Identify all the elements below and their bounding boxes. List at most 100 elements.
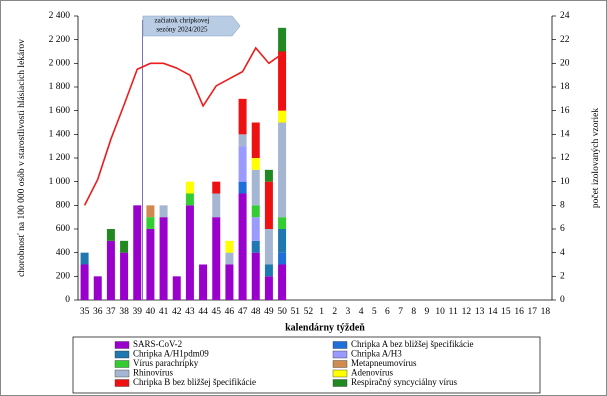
bar-segment [251,240,260,253]
bar-segment [264,264,273,277]
x-tick-label: 13 [475,307,485,317]
legend-label: Metapneumovírus [351,358,417,368]
bar-segment [185,193,194,206]
x-tick-label: 9 [425,307,430,317]
legend-label: Chripka A/H1pdm09 [133,349,209,359]
annotation-box [142,15,241,37]
x-tick-label: 6 [385,307,390,317]
bar-segment [264,229,273,265]
bar-segment [106,240,115,300]
y-tick-label: 1 200 [49,153,71,163]
y2-tick-label: 20 [560,59,570,69]
bar-segment [264,276,273,300]
bar-segment [278,264,287,300]
legend-swatch [114,360,130,368]
bar-segment [278,252,287,265]
bar-segment [264,169,273,182]
bar-segment [159,205,168,218]
x-tick-label: 51 [291,307,301,317]
y2-tick-label: 14 [560,130,570,140]
x-tick-label: 5 [372,307,377,317]
y2-tick-label: 10 [560,177,570,187]
x-tick-label: 17 [528,307,538,317]
bar-segment [212,181,221,194]
legend-label: Respiračný syncyciálny vírus [351,377,457,387]
bar-segment [278,229,287,253]
y2-tick-label: 24 [560,11,570,21]
bar-segment [278,122,287,218]
x-tick-label: 15 [501,307,511,317]
x-tick-label: 43 [185,307,195,317]
legend-label: Chripka A bez bližšej špecifikácie [351,339,473,349]
x-tick-label: 52 [304,307,314,317]
x-axis-title: kalendárny týždeň [285,322,365,333]
legend-swatch [332,341,348,349]
bar-segment [133,205,142,300]
x-tick-label: 45 [212,307,222,317]
x-tick-label: 49 [264,307,274,317]
bar-segment [185,205,194,300]
bar-segment [278,217,287,229]
x-tick-label: 50 [277,307,287,317]
x-tick-label: 46 [225,307,235,317]
legend-label: SARS-CoV-2 [133,339,182,349]
x-tick-label: 44 [198,307,208,317]
bar-segment [225,264,234,300]
x-tick-label: 40 [146,307,156,317]
y2-tick-label: 4 [560,248,565,258]
legend-swatch [332,360,348,368]
bar-segment [172,276,181,300]
bar-segment [251,158,260,170]
legend-swatch [114,369,130,378]
legend-box [72,336,541,394]
x-tick-label: 36 [93,307,103,317]
y-axis-title: chorobnosť na 100 000 osôb v starostlivo… [16,39,27,277]
bar-segment [80,264,89,300]
y-tick-label: 1 400 [49,130,71,140]
x-tick-label: 37 [106,307,116,317]
legend-swatch [114,379,130,387]
legend-swatch [332,379,348,387]
bar-segment [212,193,221,218]
bar-segment [251,122,260,158]
x-tick-label: 12 [462,307,472,317]
bar-segment [212,217,221,300]
bar-segment [238,193,247,300]
legend-swatch [332,369,348,378]
x-tick-label: 48 [251,307,261,317]
y-tick-label: 600 [56,224,71,234]
x-tick-label: 35 [80,307,90,317]
bar-segment [80,252,89,265]
bar-segment [93,276,102,300]
x-tick-label: 2 [332,307,337,317]
bar-segment [106,229,115,241]
y-tick-label: 1 000 [49,177,71,187]
x-tick-label: 38 [119,307,129,317]
legend-swatch [114,341,130,349]
legend-swatch [114,350,130,359]
bar-segment [120,252,129,300]
bar-segment [278,51,287,111]
x-tick-label: 3 [346,307,351,317]
bar-segment [185,181,194,194]
bar-segment [199,264,208,300]
y-tick-label: 2 000 [49,59,71,69]
bar-segment [251,205,260,218]
bar-segment [159,217,168,300]
y-tick-label: 2 200 [49,35,71,45]
bar-segment [238,98,247,135]
y-tick-label: 1 600 [49,106,71,116]
x-tick-label: 18 [541,307,551,317]
bar-segment [146,205,155,218]
y-tick-label: 400 [56,248,71,258]
bar-segment [146,229,155,300]
bar-segment [225,252,234,265]
y-tick-label: 1 800 [49,82,71,92]
annotation-text: sezóny 2024/2025 [156,26,208,34]
bar-segment [238,134,247,147]
legend-label: Rhinovírus [133,368,174,378]
y-tick-label: 200 [56,272,71,282]
bar-segment [278,27,287,52]
y2-tick-label: 18 [560,82,570,92]
y2-tick-label: 12 [560,153,570,163]
